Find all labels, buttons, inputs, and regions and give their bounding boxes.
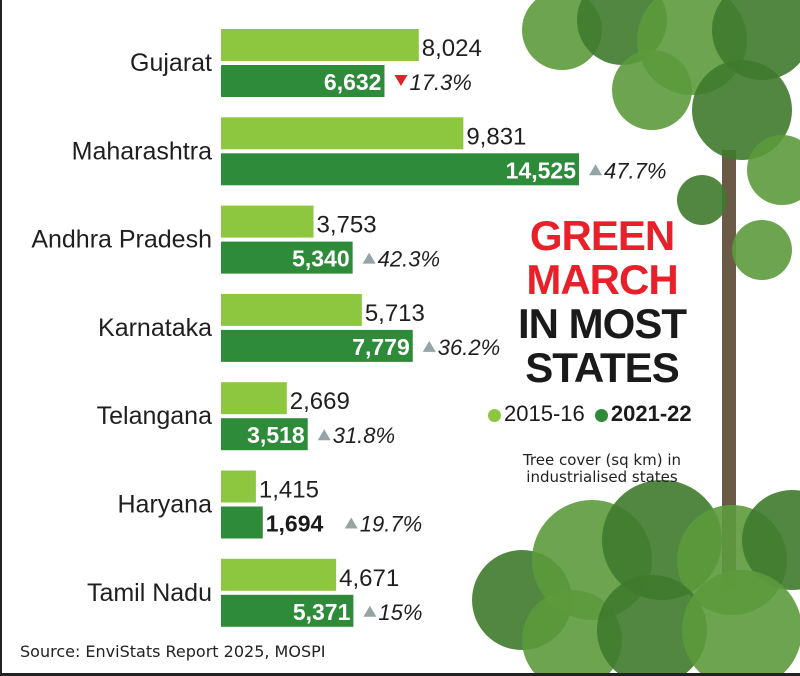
category-label: Tamil Nadu xyxy=(87,579,212,607)
value-label-2015-16: 2,669 xyxy=(290,388,350,415)
bar-2021-22 xyxy=(221,241,353,274)
legend: 2015-16 2021-22 xyxy=(488,401,692,427)
foliage-leaf-cluster xyxy=(612,50,692,130)
foliage-leaf-cluster xyxy=(732,220,792,280)
value-label-2021-22: 5,340 xyxy=(292,246,350,272)
bar-2015-16 xyxy=(221,558,337,591)
value-label-2015-16: 3,753 xyxy=(317,212,377,239)
legend-label-2015: 2015-16 xyxy=(504,401,585,426)
increase-triangle-icon xyxy=(362,252,376,264)
title-line-4: STATES xyxy=(525,344,679,391)
change-label: 36.2% xyxy=(438,335,500,360)
category-group: Haryana 1,415 1,694 19.7% xyxy=(118,470,422,539)
tree-trunk xyxy=(722,150,736,590)
decrease-triangle-icon xyxy=(394,75,408,86)
value-label-2015-16: 5,713 xyxy=(365,300,425,327)
increase-triangle-icon xyxy=(363,605,377,617)
category-group: Andhra Pradesh 3,753 5,340 42.3% xyxy=(31,205,440,274)
category-group: Telangana 2,669 3,518 31.8% xyxy=(97,382,395,451)
value-label-2021-22: 1,694 xyxy=(266,511,324,537)
title-line-2: MARCH xyxy=(526,256,678,303)
foliage-leaf-cluster xyxy=(522,590,622,673)
bar-2021-22 xyxy=(221,65,385,97)
bar-2015-16 xyxy=(221,382,287,415)
change-label: 17.3% xyxy=(409,70,471,95)
chart-title: GREEN MARCH IN MOST STATES xyxy=(502,214,702,390)
bar-2015-16 xyxy=(221,205,314,238)
value-label-2015-16: 8,024 xyxy=(422,35,482,62)
change-label: 15% xyxy=(378,600,422,625)
change-label: 47.7% xyxy=(604,158,666,183)
category-label: Telangana xyxy=(97,402,212,430)
increase-triangle-icon xyxy=(422,340,436,352)
value-label-2021-22: 14,525 xyxy=(506,157,577,183)
foliage-leaf-cluster xyxy=(742,490,800,590)
title-line-3: IN MOST xyxy=(518,300,687,347)
bar-2021-22 xyxy=(221,594,354,627)
bar-2015-16 xyxy=(221,470,256,503)
foliage-leaf-cluster xyxy=(677,175,727,225)
title-line-1: GREEN xyxy=(529,212,675,259)
value-label-2021-22: 7,779 xyxy=(352,334,410,360)
category-label: Haryana xyxy=(118,491,213,519)
bar-2021-22 xyxy=(221,418,308,451)
bar-2015-16 xyxy=(221,293,362,326)
foliage-leaf-cluster xyxy=(597,575,707,673)
category-label: Andhra Pradesh xyxy=(31,226,212,254)
change-label: 31.8% xyxy=(333,423,395,448)
value-label-2021-22: 6,632 xyxy=(324,69,382,95)
value-label-2015-16: 1,415 xyxy=(259,477,319,504)
category-group: Gujarat 8,024 6,632 17.3% xyxy=(130,29,482,97)
foliage-leaf-cluster xyxy=(682,570,800,673)
value-label-2021-22: 3,518 xyxy=(247,422,305,448)
category-label: Maharashtra xyxy=(72,137,212,165)
value-label-2015-16: 4,671 xyxy=(339,565,399,592)
bar-2021-22 xyxy=(221,506,263,539)
chart-subtitle: Tree cover (sq km) in industrialised sta… xyxy=(522,451,682,486)
foliage-leaf-cluster xyxy=(692,60,792,160)
tree-illustration xyxy=(472,0,800,673)
change-label: 19.7% xyxy=(360,512,422,537)
legend-dot-2015-icon xyxy=(488,408,501,422)
increase-triangle-icon xyxy=(317,429,331,441)
source-note: Source: EnviStats Report 2025, MOSPI xyxy=(20,642,326,661)
bar-2015-16 xyxy=(221,29,419,61)
value-label-2021-22: 5,371 xyxy=(293,599,351,625)
bar-2021-22 xyxy=(221,329,413,362)
category-group: Maharashtra 9,831 14,525 47.7% xyxy=(72,117,666,186)
category-group: Karnataka 5,713 7,779 36.2% xyxy=(98,293,500,362)
legend-label-2021: 2021-22 xyxy=(610,401,692,426)
increase-triangle-icon xyxy=(589,164,603,176)
foliage-leaf-cluster xyxy=(712,0,800,80)
change-label: 42.3% xyxy=(378,247,440,272)
category-group: Tamil Nadu 4,671 5,371 15% xyxy=(87,558,422,627)
increase-triangle-icon xyxy=(344,517,358,529)
legend-dot-2021-icon xyxy=(594,408,608,422)
foliage-leaf-cluster xyxy=(747,135,800,205)
bar-2015-16 xyxy=(221,117,464,150)
value-label-2015-16: 9,831 xyxy=(466,123,526,150)
bar-2021-22 xyxy=(221,153,580,186)
category-label: Karnataka xyxy=(98,314,212,342)
category-label: Gujarat xyxy=(130,49,212,77)
